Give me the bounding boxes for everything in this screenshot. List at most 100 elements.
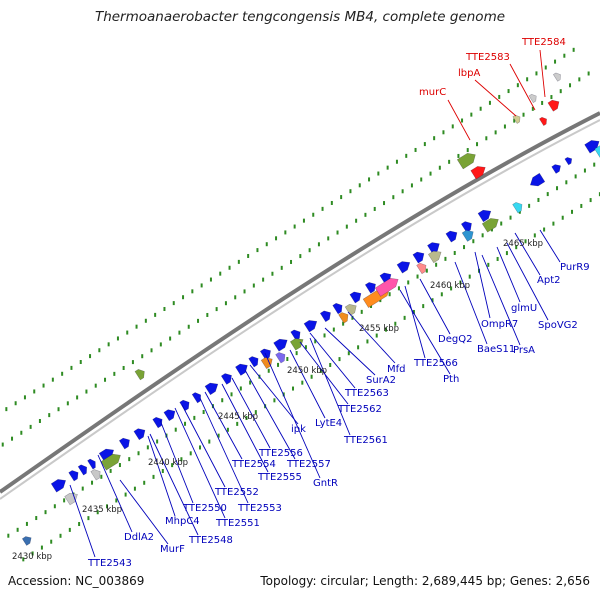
gene-arrow[interactable] — [412, 249, 427, 264]
gene-arrow[interactable] — [100, 451, 123, 471]
tick-dot — [533, 233, 536, 238]
gene-label-tte2543[interactable]: TTE2543 — [87, 558, 132, 569]
gene-label-murc[interactable]: murC — [419, 87, 446, 98]
gene-arrow[interactable] — [134, 367, 147, 381]
gene-label-baes11[interactable]: BaeS11 — [477, 344, 515, 355]
gene-arrow[interactable] — [349, 289, 364, 304]
gene-arrow[interactable] — [461, 228, 476, 242]
gene-arrow[interactable] — [477, 207, 493, 223]
gene-label-tte2551[interactable]: TTE2551 — [215, 518, 260, 529]
gene-arrow[interactable] — [191, 391, 203, 404]
gene-arrow[interactable] — [374, 275, 401, 297]
gene-arrow[interactable] — [528, 93, 538, 103]
gene-label-tte2554[interactable]: TTE2554 — [231, 459, 276, 470]
gene-arrow[interactable] — [133, 426, 148, 441]
gene-arrow[interactable] — [539, 116, 548, 126]
gene-arrow[interactable] — [50, 476, 68, 493]
gene-label-ddla2[interactable]: DdlA2 — [124, 532, 154, 543]
gene-label-tte2583[interactable]: TTE2583 — [465, 52, 510, 63]
gene-label-tte2561[interactable]: TTE2561 — [343, 435, 388, 446]
gene-arrow[interactable] — [564, 156, 574, 166]
gene-arrow[interactable] — [179, 398, 192, 412]
gene-arrow[interactable] — [396, 258, 412, 274]
gene-arrow[interactable] — [289, 335, 305, 351]
kbp-label: 2455 kbp — [359, 324, 399, 334]
tick-dot — [377, 171, 380, 176]
gene-arrow[interactable] — [163, 407, 178, 422]
gene-label-spovg2[interactable]: SpoVG2 — [538, 320, 578, 331]
gene-arrow[interactable] — [87, 457, 98, 470]
gene-arrow[interactable] — [220, 371, 234, 385]
tick-dot — [388, 292, 391, 297]
gene-arrow[interactable] — [235, 361, 250, 376]
gene-label-lbpa[interactable]: lbpA — [458, 68, 480, 79]
gene-arrow[interactable] — [275, 350, 288, 364]
tick-dot — [494, 130, 497, 135]
tick-dot — [453, 250, 456, 255]
gene-label-mhpc4[interactable]: MhpC4 — [165, 516, 200, 527]
gene-arrow[interactable] — [416, 261, 429, 275]
gene-arrow[interactable] — [512, 200, 525, 214]
gene-arrow[interactable] — [456, 150, 478, 170]
gene-arrow[interactable] — [90, 467, 103, 481]
gene-label-lyte4[interactable]: LytE4 — [315, 418, 342, 429]
gene-label-prsa[interactable]: PrsA — [513, 345, 535, 356]
gene-arrow[interactable] — [427, 248, 443, 264]
gene-arrow[interactable] — [481, 215, 501, 233]
gene-arrow[interactable] — [584, 137, 600, 154]
gene-label-tte2557[interactable]: TTE2557 — [286, 459, 331, 470]
gene-label-tte2553[interactable]: TTE2553 — [237, 503, 282, 514]
gene-arrow[interactable] — [594, 140, 600, 158]
gene-arrow[interactable] — [332, 301, 345, 315]
gene-label-gntr[interactable]: GntR — [313, 478, 338, 489]
gene-arrow[interactable] — [204, 380, 220, 396]
gene-arrow[interactable] — [470, 163, 488, 180]
gene-label-degq2[interactable]: DegQ2 — [438, 334, 472, 345]
gene-arrow[interactable] — [248, 354, 261, 368]
gene-arrow[interactable] — [21, 534, 33, 546]
tick-dot — [537, 197, 540, 202]
gene-arrow[interactable] — [77, 463, 89, 476]
gene-label-sura2[interactable]: SurA2 — [366, 375, 396, 386]
gene-label-tte2556[interactable]: TTE2556 — [258, 448, 303, 459]
gene-arrow[interactable] — [319, 308, 333, 323]
gene-arrow[interactable] — [445, 228, 460, 243]
gene-label-apt2[interactable]: Apt2 — [537, 275, 560, 286]
gene-arrow[interactable] — [260, 355, 275, 369]
gene-arrow[interactable] — [152, 415, 165, 429]
gene-arrow[interactable] — [303, 317, 319, 333]
gene-label-mfd[interactable]: Mfd — [387, 364, 406, 375]
gene-arrow[interactable] — [68, 468, 81, 482]
gene-label-ipk[interactable]: ipk — [291, 424, 306, 435]
tick-dot — [429, 171, 432, 176]
gene-arrow[interactable] — [273, 336, 290, 352]
gene-label-ompr7[interactable]: OmpR7 — [481, 319, 518, 330]
gene-arrow[interactable] — [338, 310, 351, 324]
gene-label-tte2552[interactable]: TTE2552 — [214, 487, 259, 498]
gene-label-murf[interactable]: MurF — [160, 544, 185, 555]
tick-dot — [193, 415, 196, 420]
gene-label-tte2550[interactable]: TTE2550 — [182, 503, 227, 514]
gene-label-tte2555[interactable]: TTE2555 — [257, 472, 302, 483]
gene-label-tte2563[interactable]: TTE2563 — [344, 388, 389, 399]
gene-arrow[interactable] — [553, 71, 562, 82]
gene-label-tte2548[interactable]: TTE2548 — [188, 535, 233, 546]
tick-dot — [412, 309, 415, 314]
tick-dot — [515, 245, 518, 250]
gene-label-purr9[interactable]: PurR9 — [560, 262, 590, 273]
gene-label-tte2562[interactable]: TTE2562 — [337, 404, 382, 415]
gene-arrow[interactable] — [551, 162, 563, 174]
gene-arrow[interactable] — [344, 302, 359, 316]
leader-line — [221, 383, 269, 473]
gene-label-pth[interactable]: Pth — [443, 374, 459, 385]
gene-arrow[interactable] — [118, 436, 132, 450]
gene-label-glmu[interactable]: glmU — [511, 303, 537, 314]
gene-arrow[interactable] — [364, 280, 378, 294]
gene-label-tte2584[interactable]: TTE2584 — [521, 37, 566, 48]
gene-label-tte2566[interactable]: TTE2566 — [413, 358, 458, 369]
leader-line — [119, 479, 169, 545]
gene-arrow[interactable] — [547, 97, 562, 112]
gene-arrow[interactable] — [528, 172, 546, 189]
leader-line — [509, 63, 536, 111]
